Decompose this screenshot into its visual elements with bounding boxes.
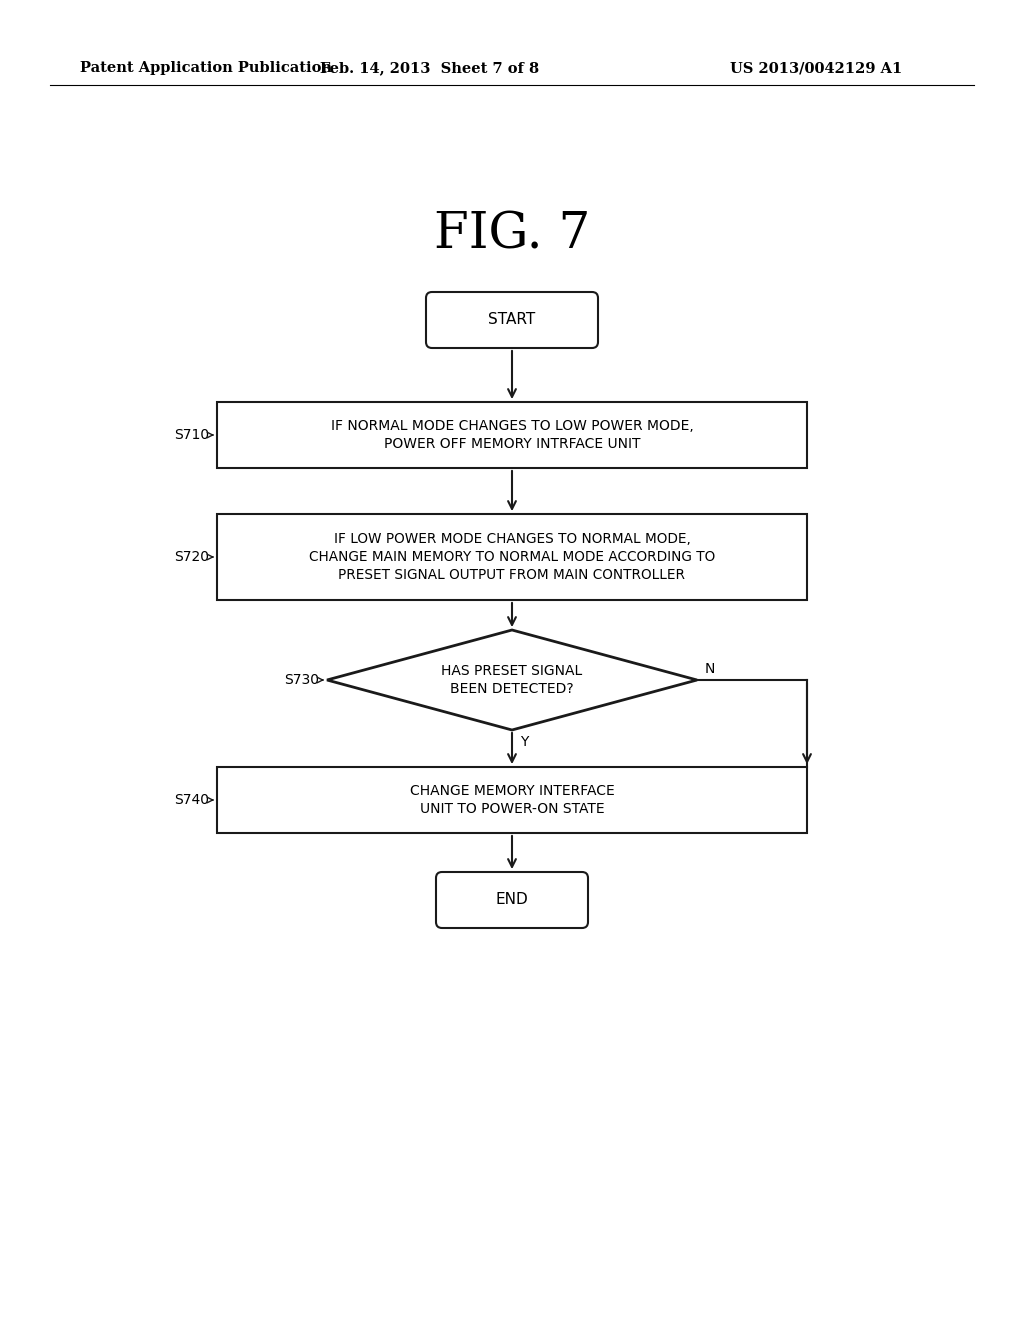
Bar [217,513,807,601]
Text: IF LOW POWER MODE CHANGES TO NORMAL MODE,
CHANGE MAIN MEMORY TO NORMAL MODE ACCO: IF LOW POWER MODE CHANGES TO NORMAL MODE… [309,532,715,582]
Polygon shape [327,630,697,730]
FancyBboxPatch shape [426,292,598,348]
Text: Y: Y [520,735,528,748]
Text: S710: S710 [174,428,209,442]
Text: END: END [496,892,528,908]
Text: S740: S740 [174,793,209,807]
Bar [217,767,807,833]
Text: START: START [488,313,536,327]
Text: S730: S730 [284,673,319,686]
Bar [217,403,807,469]
Text: S720: S720 [174,550,209,564]
Text: HAS PRESET SIGNAL
BEEN DETECTED?: HAS PRESET SIGNAL BEEN DETECTED? [441,664,583,696]
Text: N: N [705,663,716,676]
Text: Patent Application Publication: Patent Application Publication [80,61,332,75]
FancyBboxPatch shape [436,873,588,928]
Text: IF NORMAL MODE CHANGES TO LOW POWER MODE,
POWER OFF MEMORY INTRFACE UNIT: IF NORMAL MODE CHANGES TO LOW POWER MODE… [331,418,693,451]
Text: FIG. 7: FIG. 7 [434,210,590,260]
Text: Feb. 14, 2013  Sheet 7 of 8: Feb. 14, 2013 Sheet 7 of 8 [321,61,540,75]
Text: CHANGE MEMORY INTERFACE
UNIT TO POWER-ON STATE: CHANGE MEMORY INTERFACE UNIT TO POWER-ON… [410,784,614,816]
Text: US 2013/0042129 A1: US 2013/0042129 A1 [730,61,902,75]
